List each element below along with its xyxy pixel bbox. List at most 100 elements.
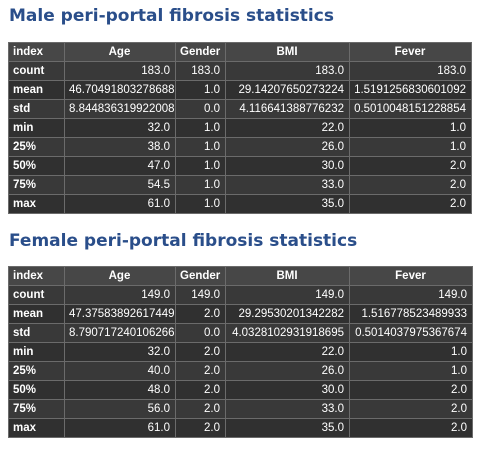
fever-cell: 2.0 (350, 381, 473, 400)
fever-cell: 1.5191256830601092 (350, 81, 472, 100)
table-row: 50% 47.0 1.0 30.0 2.0 (9, 157, 472, 176)
table-row: max 61.0 2.0 35.0 2.0 (9, 419, 473, 438)
female-stats-body: count 149.0 149.0 149.0 149.0 mean 47.37583892… (9, 286, 473, 438)
fever-cell: 1.0 (350, 343, 473, 362)
row-index: min (9, 343, 65, 362)
age-cell: 40.0 (65, 362, 176, 381)
age-cell: 8.844836319922008 (65, 100, 176, 119)
gender-cell: 1.0 (176, 176, 226, 195)
bmi-cell: 4.116641388776232 (226, 100, 350, 119)
fever-cell: 1.0 (350, 138, 472, 157)
gender-cell: 183.0 (176, 62, 226, 81)
column-header-gender: Gender (176, 267, 226, 286)
row-index: max (9, 419, 65, 438)
row-index: 25% (9, 138, 65, 157)
gender-cell: 149.0 (176, 286, 226, 305)
age-cell: 46.704918032786885 (65, 81, 176, 100)
bmi-cell: 33.0 (226, 176, 350, 195)
table-row: std 8.844836319922008 0.0 4.116641388776232… (9, 100, 472, 119)
fever-cell: 0.5014037975367674 (350, 324, 473, 343)
header-row: index Age Gender BMI Fever (9, 43, 472, 62)
row-index: count (9, 62, 65, 81)
gender-cell: 2.0 (176, 305, 226, 324)
table-row: 50% 48.0 2.0 30.0 2.0 (9, 381, 473, 400)
fever-cell: 2.0 (350, 400, 473, 419)
row-index: mean (9, 81, 65, 100)
table-row: 75% 54.5 1.0 33.0 2.0 (9, 176, 472, 195)
table-row: mean 47.375838926174495 2.0 29.295302013422… (9, 305, 473, 324)
age-cell: 56.0 (65, 400, 176, 419)
column-header-bmi: BMI (226, 43, 350, 62)
table-row: std 8.790717240106266 0.0 4.032810293191869… (9, 324, 473, 343)
row-index: std (9, 324, 65, 343)
gender-cell: 1.0 (176, 157, 226, 176)
table-row: 75% 56.0 2.0 33.0 2.0 (9, 400, 473, 419)
row-index: std (9, 100, 65, 119)
table-row: 25% 38.0 1.0 26.0 1.0 (9, 138, 472, 157)
bmi-cell: 26.0 (226, 362, 350, 381)
age-cell: 54.5 (65, 176, 176, 195)
age-cell: 8.790717240106266 (65, 324, 176, 343)
row-index: mean (9, 305, 65, 324)
table-row: min 32.0 2.0 22.0 1.0 (9, 343, 473, 362)
gender-cell: 1.0 (176, 119, 226, 138)
row-index: min (9, 119, 65, 138)
male-stats-body: count 183.0 183.0 183.0 183.0 mean 46.70491803… (9, 62, 472, 214)
bmi-cell: 22.0 (226, 343, 350, 362)
table-row: mean 46.704918032786885 1.0 29.142076502732… (9, 81, 472, 100)
bmi-cell: 30.0 (226, 381, 350, 400)
gender-cell: 2.0 (176, 419, 226, 438)
age-cell: 149.0 (65, 286, 176, 305)
gender-cell: 0.0 (176, 100, 226, 119)
fever-cell: 0.5010048151228854 (350, 100, 472, 119)
column-header-fever: Fever (350, 43, 472, 62)
bmi-cell: 29.29530201342282 (226, 305, 350, 324)
fever-cell: 2.0 (350, 176, 472, 195)
bmi-cell: 4.0328102931918695 (226, 324, 350, 343)
fever-cell: 2.0 (350, 419, 473, 438)
male-stats-title: Male peri-portal fibrosis statistics (9, 6, 334, 26)
bmi-cell: 183.0 (226, 62, 350, 81)
column-header-gender: Gender (176, 43, 226, 62)
row-index: 50% (9, 381, 65, 400)
bmi-cell: 35.0 (226, 419, 350, 438)
table-row: count 149.0 149.0 149.0 149.0 (9, 286, 473, 305)
column-header-age: Age (65, 43, 176, 62)
row-index: 75% (9, 176, 65, 195)
bmi-cell: 33.0 (226, 400, 350, 419)
bmi-cell: 29.14207650273224 (226, 81, 350, 100)
row-index: max (9, 195, 65, 214)
bmi-cell: 35.0 (226, 195, 350, 214)
table-row: max 61.0 1.0 35.0 2.0 (9, 195, 472, 214)
age-cell: 61.0 (65, 195, 176, 214)
table-row: min 32.0 1.0 22.0 1.0 (9, 119, 472, 138)
fever-cell: 2.0 (350, 157, 472, 176)
gender-cell: 0.0 (176, 324, 226, 343)
gender-cell: 2.0 (176, 381, 226, 400)
gender-cell: 2.0 (176, 343, 226, 362)
gender-cell: 1.0 (176, 138, 226, 157)
fever-cell: 149.0 (350, 286, 473, 305)
age-cell: 47.0 (65, 157, 176, 176)
gender-cell: 2.0 (176, 362, 226, 381)
row-index: 50% (9, 157, 65, 176)
header-row: index Age Gender BMI Fever (9, 267, 473, 286)
column-header-bmi: BMI (226, 267, 350, 286)
fever-cell: 183.0 (350, 62, 472, 81)
age-cell: 32.0 (65, 119, 176, 138)
gender-cell: 2.0 (176, 400, 226, 419)
age-cell: 32.0 (65, 343, 176, 362)
row-index: 25% (9, 362, 65, 381)
fever-cell: 1.0 (350, 362, 473, 381)
age-cell: 183.0 (65, 62, 176, 81)
male-stats-table: index Age Gender BMI Fever count 183.0 183… (8, 42, 472, 214)
bmi-cell: 22.0 (226, 119, 350, 138)
fever-cell: 2.0 (350, 195, 472, 214)
fever-cell: 1.516778523489933 (350, 305, 473, 324)
row-index: count (9, 286, 65, 305)
column-header-index: index (9, 267, 65, 286)
age-cell: 61.0 (65, 419, 176, 438)
table-row: count 183.0 183.0 183.0 183.0 (9, 62, 472, 81)
bmi-cell: 30.0 (226, 157, 350, 176)
age-cell: 38.0 (65, 138, 176, 157)
